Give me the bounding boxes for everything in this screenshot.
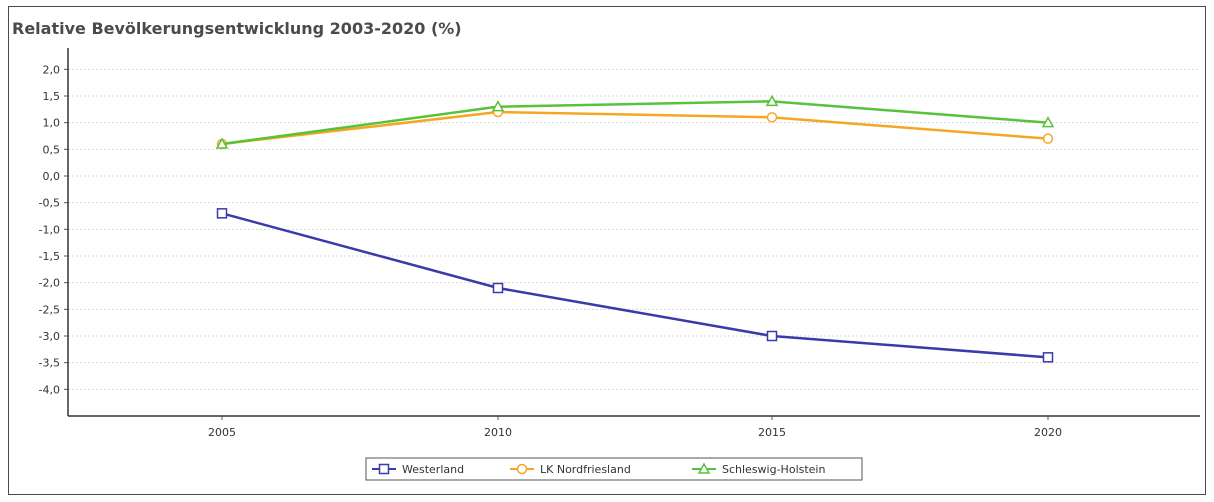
y-tick-label: -4,0 [39,383,60,396]
y-tick-label: -2,5 [39,303,60,316]
data-point [765,94,779,107]
legend-label: Schleswig-Holstein [722,463,825,476]
y-tick-label: -1,5 [39,250,60,263]
legend-label: Westerland [402,463,464,476]
data-point [492,282,504,294]
y-tick-label: 0,5 [43,143,61,156]
data-point [1042,133,1054,144]
series-line-schleswig-holstein [221,100,1049,146]
legend-box [365,457,863,481]
legend-marker [697,462,711,474]
y-tick-label: 1,5 [43,90,61,103]
y-tick-label: 1,0 [43,117,61,130]
chart-title: Relative Bevölkerungsentwicklung 2003-20… [12,19,462,38]
x-tick-label: 2010 [484,426,512,439]
legend-marker [516,463,528,475]
data-point [766,330,778,342]
legend: Westerland LK Nordfriesland Schleswig-Hols… [365,457,863,481]
series-line-lk-nordfriesland [221,110,1049,146]
series-lines [215,94,1055,363]
y-tick-label: -3,5 [39,357,60,370]
x-tick-label: 2020 [1034,426,1062,439]
data-point [216,208,228,219]
y-tick-label: -2,0 [39,277,60,290]
data-point [491,100,505,112]
legend-label: LK Nordfriesland [540,463,631,476]
y-tick-label: -0,5 [39,197,60,210]
axes: 2,0 1,5 1,0 0,5 0,0 -0,5 -1,0 -1,5 -2,0 -2,5 -3,0 -… [39,48,1200,439]
legend-marker [378,463,390,475]
series-line-westerland [221,212,1049,359]
y-tick-label: 2,0 [43,63,61,76]
data-point [1041,116,1055,128]
x-tick-label: 2005 [208,426,236,439]
x-tick-label: 2015 [758,426,786,439]
y-tick-label: -3,0 [39,330,60,343]
data-point [215,137,229,149]
data-point [1042,352,1054,363]
chart-frame [8,6,1206,495]
y-tick-label: -1,0 [39,223,60,236]
data-point [766,112,778,123]
y-tick-label: 0,0 [43,170,61,183]
gridlines [68,68,1200,390]
